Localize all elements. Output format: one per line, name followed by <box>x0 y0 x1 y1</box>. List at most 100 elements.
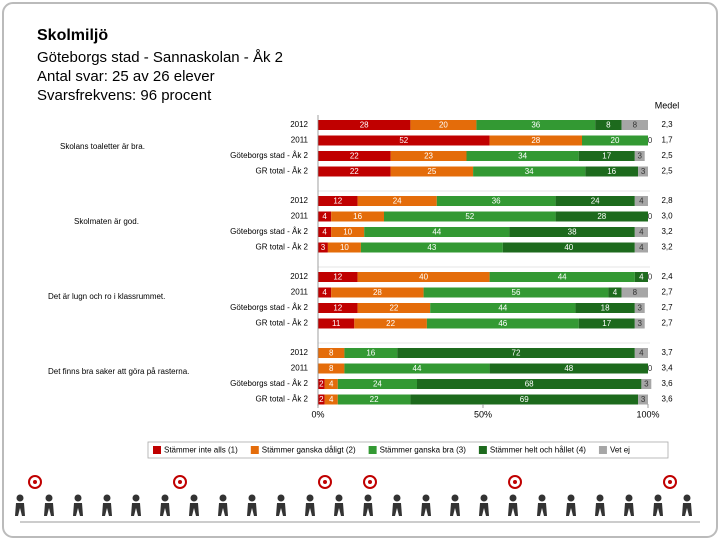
footer-figure-body <box>276 503 286 516</box>
bar-segment <box>555 196 635 206</box>
bar-segment <box>638 166 648 177</box>
question-label: Skolmaten är god. <box>74 217 139 226</box>
legend-swatch <box>368 446 377 454</box>
value-label: 56 <box>512 288 521 297</box>
bar-segment <box>489 363 648 374</box>
value-label: 22 <box>389 304 398 313</box>
bar-segment <box>634 303 645 313</box>
bar-segment <box>430 303 576 313</box>
row-label: Göteborgs stad - Åk 2 <box>230 151 308 160</box>
bar-segment <box>509 227 635 237</box>
footer-figure-head <box>277 494 285 502</box>
value-label: 3 <box>644 380 649 389</box>
footer-figure-body <box>247 503 257 516</box>
value-label: 3 <box>638 319 643 328</box>
footer-figure-body <box>189 503 199 516</box>
bar-segment <box>634 272 648 282</box>
value-label: 38 <box>568 228 577 237</box>
subtitle: Antal svar: 25 av 26 elever <box>37 68 215 85</box>
value-label: 4 <box>639 349 644 358</box>
value-label: 52 <box>465 212 474 221</box>
footer-figure-body <box>334 503 344 516</box>
value-label: 52 <box>399 136 408 145</box>
value-label: 4 <box>322 228 327 237</box>
bar-segment <box>575 303 635 313</box>
value-label: 4 <box>639 243 644 252</box>
bar-segment <box>641 379 652 389</box>
footer-figure-head <box>480 494 488 502</box>
bar-segment <box>397 348 635 358</box>
footer-target-center <box>33 480 37 484</box>
bar-segment <box>410 120 477 130</box>
bar-segment <box>324 394 338 405</box>
value-label: 69 <box>520 395 529 404</box>
legend-swatch <box>598 446 607 454</box>
footer-figure-body <box>218 503 228 516</box>
footer-figure-head <box>219 494 227 502</box>
mean-value: 3,7 <box>661 348 673 357</box>
value-label: 4 <box>322 288 327 297</box>
legend-label: Stämmer ganska dåligt (2) <box>262 446 356 455</box>
bar-segment <box>634 227 648 237</box>
footer-figure-body <box>624 503 634 516</box>
value-label: 12 <box>333 273 342 282</box>
value-label: 3 <box>638 304 643 313</box>
value-label: 0 <box>648 364 653 373</box>
value-label: 20 <box>439 121 448 130</box>
row-label: GR total - Åk 2 <box>256 167 309 176</box>
bar-segment <box>417 379 642 389</box>
footer-figure-body <box>537 503 547 516</box>
bar-segment <box>476 120 596 130</box>
footer-figure-body <box>44 503 54 516</box>
footer-target-center <box>368 480 372 484</box>
question-label: Det finns bra saker att göra på rasterna… <box>48 367 189 376</box>
mean-value: 2,7 <box>661 288 673 297</box>
bar-segment <box>466 151 579 161</box>
value-label: 4 <box>329 380 334 389</box>
value-label: 44 <box>413 364 422 373</box>
bar-segment <box>638 394 648 405</box>
x-tick-label: 0% <box>311 409 324 419</box>
question-label: Skolans toaletter är bra. <box>60 142 145 151</box>
value-label: 22 <box>386 319 395 328</box>
footer-figure-body <box>450 503 460 516</box>
bar-segment <box>357 303 431 313</box>
footer-figure-body <box>653 503 663 516</box>
footer-figure-head <box>45 494 53 502</box>
footer-figure-body <box>102 503 112 516</box>
bar-segment <box>423 287 609 298</box>
value-label: 3 <box>641 395 646 404</box>
bar-segment <box>608 287 622 298</box>
legend-box <box>147 441 669 459</box>
value-label: 46 <box>498 319 507 328</box>
footer-figure-head <box>596 494 604 502</box>
x-tick-label: 100% <box>636 409 659 419</box>
value-label: 0 <box>648 136 653 145</box>
footer-figure-body <box>160 503 170 516</box>
footer-figure-body <box>73 503 83 516</box>
bar-segment <box>327 242 361 253</box>
value-label: 2 <box>319 380 324 389</box>
footer-figure-body <box>305 503 315 516</box>
footer-target-center <box>513 480 517 484</box>
footer-figure-head <box>248 494 256 502</box>
mean-value: 2,5 <box>661 167 673 176</box>
bar-segment <box>502 242 635 253</box>
value-label: 4 <box>639 273 644 282</box>
value-label: 17 <box>602 319 611 328</box>
value-label: 2 <box>319 395 324 404</box>
row-label: 2012 <box>290 272 308 281</box>
x-tick-label: 50% <box>474 409 492 419</box>
value-label: 8 <box>633 288 638 297</box>
value-label: 40 <box>564 243 573 252</box>
value-label: 4 <box>639 228 644 237</box>
value-label: 8 <box>329 364 334 373</box>
bar-segment <box>357 272 490 282</box>
bar-segment <box>331 287 424 298</box>
footer-figure-head <box>161 494 169 502</box>
bar-segment <box>578 151 635 161</box>
footer-figure-head <box>538 494 546 502</box>
bar-segment <box>436 196 556 206</box>
